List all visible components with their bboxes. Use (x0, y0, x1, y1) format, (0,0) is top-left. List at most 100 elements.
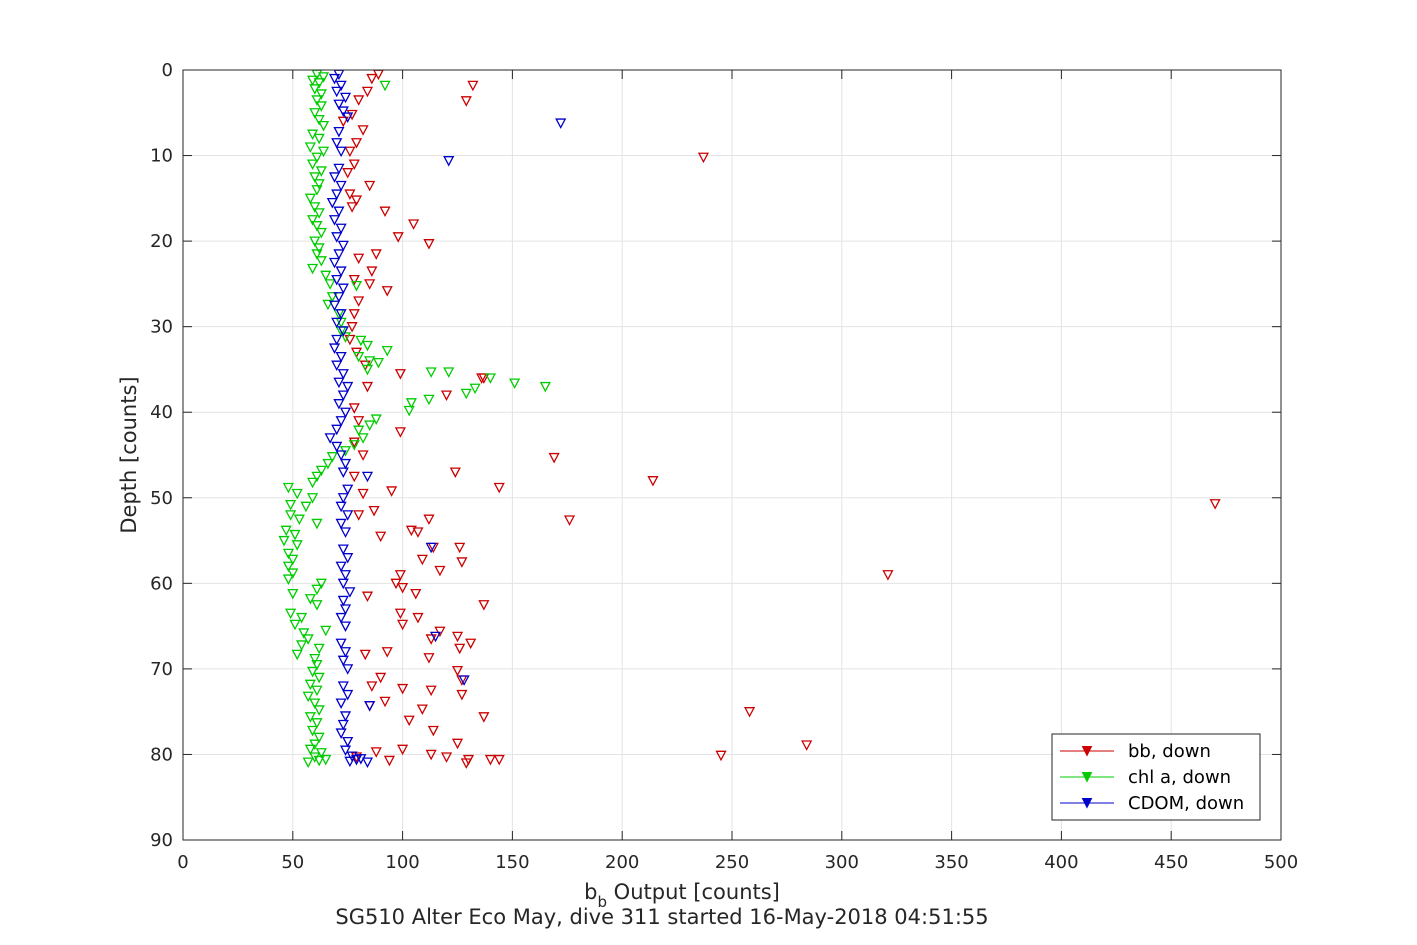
data-point (291, 649, 303, 661)
data-point (423, 394, 435, 406)
data-point (366, 266, 378, 277)
data-point (331, 317, 343, 329)
data-point (370, 249, 382, 260)
data-point (335, 501, 347, 513)
data-point (309, 752, 321, 763)
data-point (361, 381, 374, 393)
y-tick-label: 10 (150, 146, 173, 167)
legend: bb, down chl a, down CDOM, down (1051, 733, 1261, 821)
data-point (416, 704, 428, 715)
data-point (315, 578, 327, 590)
x-tick-label: 150 (495, 852, 529, 873)
data-point (397, 619, 409, 631)
x-tick-label: 50 (281, 852, 304, 873)
data-point (456, 557, 468, 568)
data-point (423, 239, 435, 250)
data-point (296, 640, 308, 651)
data-point (478, 712, 490, 723)
data-point (335, 309, 347, 320)
data-point (397, 683, 409, 695)
data-point (339, 621, 352, 633)
data-point (454, 542, 466, 554)
y-tick-label: 90 (150, 830, 173, 851)
data-point (313, 732, 325, 744)
data-point (335, 223, 347, 235)
chart-title: SG510 Alter Eco May, dive 311 started 16… (335, 905, 988, 929)
data-point (302, 634, 314, 645)
data-point (331, 232, 343, 243)
data-point (342, 168, 354, 179)
data-point (309, 236, 321, 248)
data-point (337, 106, 349, 117)
data-point (313, 672, 325, 684)
data-point (451, 631, 464, 643)
data-point (311, 95, 323, 106)
data-point (326, 197, 338, 209)
data-point (315, 227, 327, 239)
data-point (440, 752, 453, 763)
data-point (342, 664, 354, 675)
x-tick-label: 450 (1154, 852, 1188, 873)
data-point (405, 525, 417, 537)
legend-marker (1081, 746, 1093, 757)
y-axis-label: Depth [counts] (117, 376, 141, 533)
data-point (440, 390, 453, 402)
data-point (304, 679, 316, 691)
data-point (337, 681, 349, 692)
data-point (381, 647, 393, 658)
data-point (335, 180, 347, 192)
data-point (339, 527, 352, 538)
data-point (350, 195, 363, 206)
data-point (405, 398, 417, 409)
data-point (339, 745, 352, 757)
data-point (342, 689, 354, 701)
data-point (311, 185, 323, 196)
data-point (302, 691, 314, 703)
data-point (304, 594, 316, 605)
data-point (460, 96, 472, 107)
legend-label: bb, down (1128, 741, 1211, 762)
legend-entry: bb, down (1060, 741, 1211, 762)
data-point (309, 84, 321, 95)
data-point (311, 249, 323, 260)
data-point (715, 750, 727, 762)
data-point (328, 257, 341, 269)
data-point (386, 486, 398, 497)
data-point (397, 582, 409, 594)
x-axis-label-main: b (584, 880, 597, 904)
data-point (282, 561, 294, 573)
data-point (287, 554, 299, 566)
data-point (331, 189, 343, 200)
data-point (328, 300, 341, 312)
data-point (282, 574, 294, 585)
x-tick-label: 200 (605, 852, 639, 873)
data-point (298, 628, 310, 639)
y-tick-label: 60 (150, 573, 173, 594)
data-point (304, 744, 316, 756)
data-point (451, 738, 464, 750)
data-point (539, 381, 551, 393)
data-point (394, 570, 406, 581)
data-point (353, 510, 365, 521)
data-point (339, 604, 352, 615)
data-point (337, 369, 349, 380)
data-point (434, 565, 446, 577)
data-point (335, 450, 347, 461)
data-point (339, 570, 352, 581)
data-point (412, 612, 424, 624)
data-point (456, 689, 468, 701)
data-point (311, 659, 323, 671)
data-point (348, 274, 360, 286)
data-point (328, 215, 341, 226)
y-tick-label: 80 (150, 744, 173, 765)
data-point (425, 685, 437, 697)
data-point (647, 476, 659, 487)
data-points (278, 69, 1221, 769)
data-point (403, 405, 415, 417)
data-point (326, 452, 338, 463)
data-point (335, 416, 347, 427)
data-point (451, 665, 464, 677)
data-point (381, 286, 393, 297)
data-point (322, 458, 334, 470)
data-point (306, 215, 319, 226)
